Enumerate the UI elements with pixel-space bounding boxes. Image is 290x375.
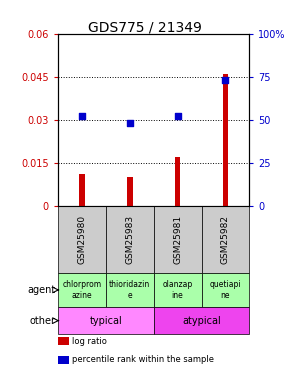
- Bar: [175, 157, 180, 206]
- Bar: [202, 273, 249, 307]
- Text: log ratio: log ratio: [72, 337, 107, 346]
- Bar: [223, 74, 228, 206]
- Text: GSM25982: GSM25982: [221, 215, 230, 264]
- Bar: [106, 206, 154, 273]
- Bar: [154, 307, 249, 334]
- Text: GSM25981: GSM25981: [173, 215, 182, 264]
- Text: typical: typical: [90, 316, 122, 326]
- Bar: [106, 273, 154, 307]
- Text: GSM25980: GSM25980: [77, 215, 86, 264]
- Bar: [58, 307, 154, 334]
- Bar: [58, 273, 106, 307]
- Bar: [154, 206, 202, 273]
- Point: [223, 77, 228, 83]
- Text: atypical: atypical: [182, 316, 221, 326]
- Bar: [79, 174, 85, 206]
- Bar: [58, 206, 106, 273]
- Text: chlorprom
azine: chlorprom azine: [62, 280, 102, 300]
- Bar: [58, 338, 68, 345]
- Text: olanzap
ine: olanzap ine: [162, 280, 193, 300]
- Bar: [127, 177, 133, 206]
- Bar: [202, 206, 249, 273]
- Text: GSM25983: GSM25983: [125, 215, 134, 264]
- Point: [175, 113, 180, 119]
- Point: [79, 113, 84, 119]
- Bar: [154, 273, 202, 307]
- Text: percentile rank within the sample: percentile rank within the sample: [72, 356, 214, 364]
- Text: agent: agent: [27, 285, 56, 295]
- Text: quetiapi
ne: quetiapi ne: [210, 280, 241, 300]
- Text: other: other: [30, 316, 56, 326]
- Text: GDS775 / 21349: GDS775 / 21349: [88, 21, 202, 34]
- Point: [127, 120, 132, 126]
- Text: thioridazin
e: thioridazin e: [109, 280, 151, 300]
- Bar: [58, 356, 68, 364]
